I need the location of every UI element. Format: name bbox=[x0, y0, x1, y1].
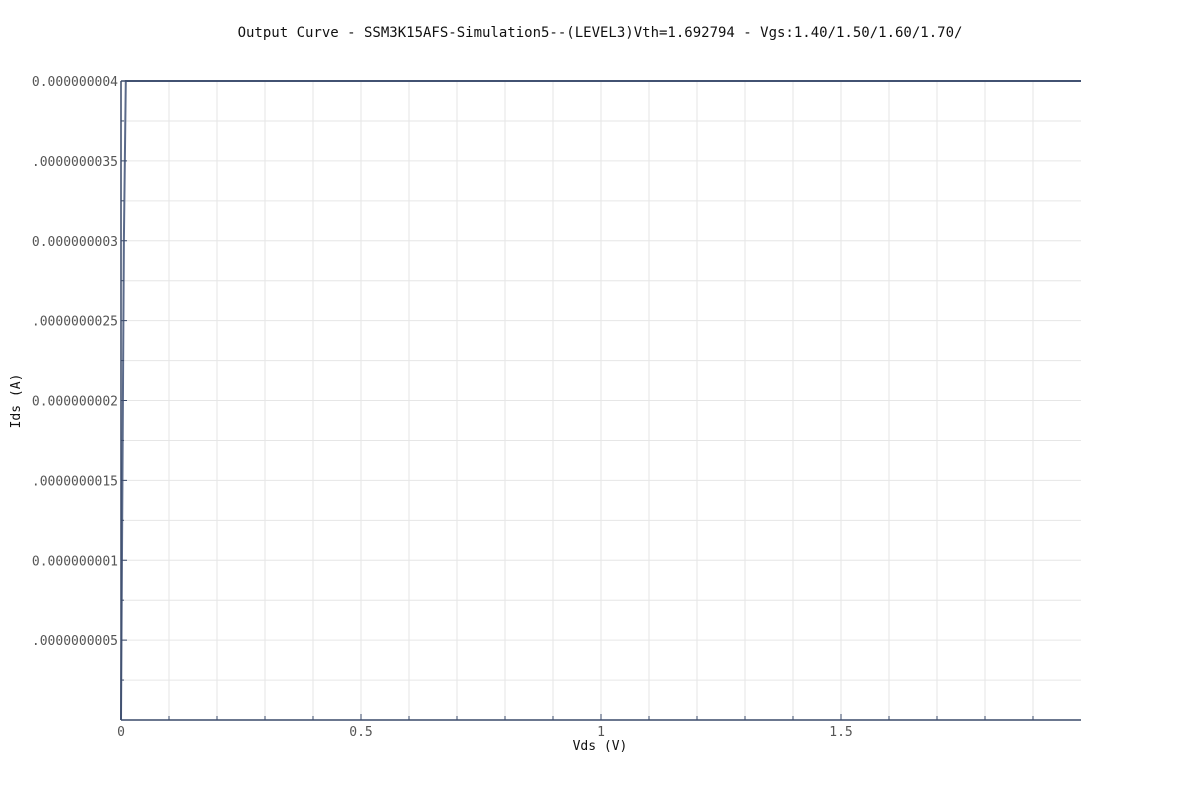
y-tick-label: 0.000000004 bbox=[32, 75, 118, 90]
y-tick-label: .0000000035 bbox=[32, 155, 118, 170]
x-tick-label: 1 bbox=[597, 725, 605, 740]
x-axis-label: Vds (V) bbox=[573, 739, 628, 754]
x-tick-label: 1.5 bbox=[829, 725, 852, 740]
x-tick-label: 0 bbox=[117, 725, 125, 740]
x-tick-label: 0.5 bbox=[349, 725, 372, 740]
axes bbox=[120, 80, 1081, 721]
y-tick-label: .0000000015 bbox=[32, 474, 118, 489]
tick-labels: 0 0.5 1 1.5 .0000000005 0.000000001 .000000001… bbox=[32, 75, 853, 740]
chart-title: Output Curve - SSM3K15AFS-Simulation5--(… bbox=[238, 25, 963, 41]
y-tick-label: 0.000000003 bbox=[32, 235, 118, 250]
y-tick-label: .0000000025 bbox=[32, 315, 118, 330]
y-tick-label: 0.000000002 bbox=[32, 395, 118, 410]
grid-lines bbox=[121, 81, 1081, 720]
y-axis-label: Ids (A) bbox=[9, 374, 24, 429]
y-tick-label: 0.000000001 bbox=[32, 554, 118, 569]
y-tick-label: .0000000005 bbox=[32, 634, 118, 649]
